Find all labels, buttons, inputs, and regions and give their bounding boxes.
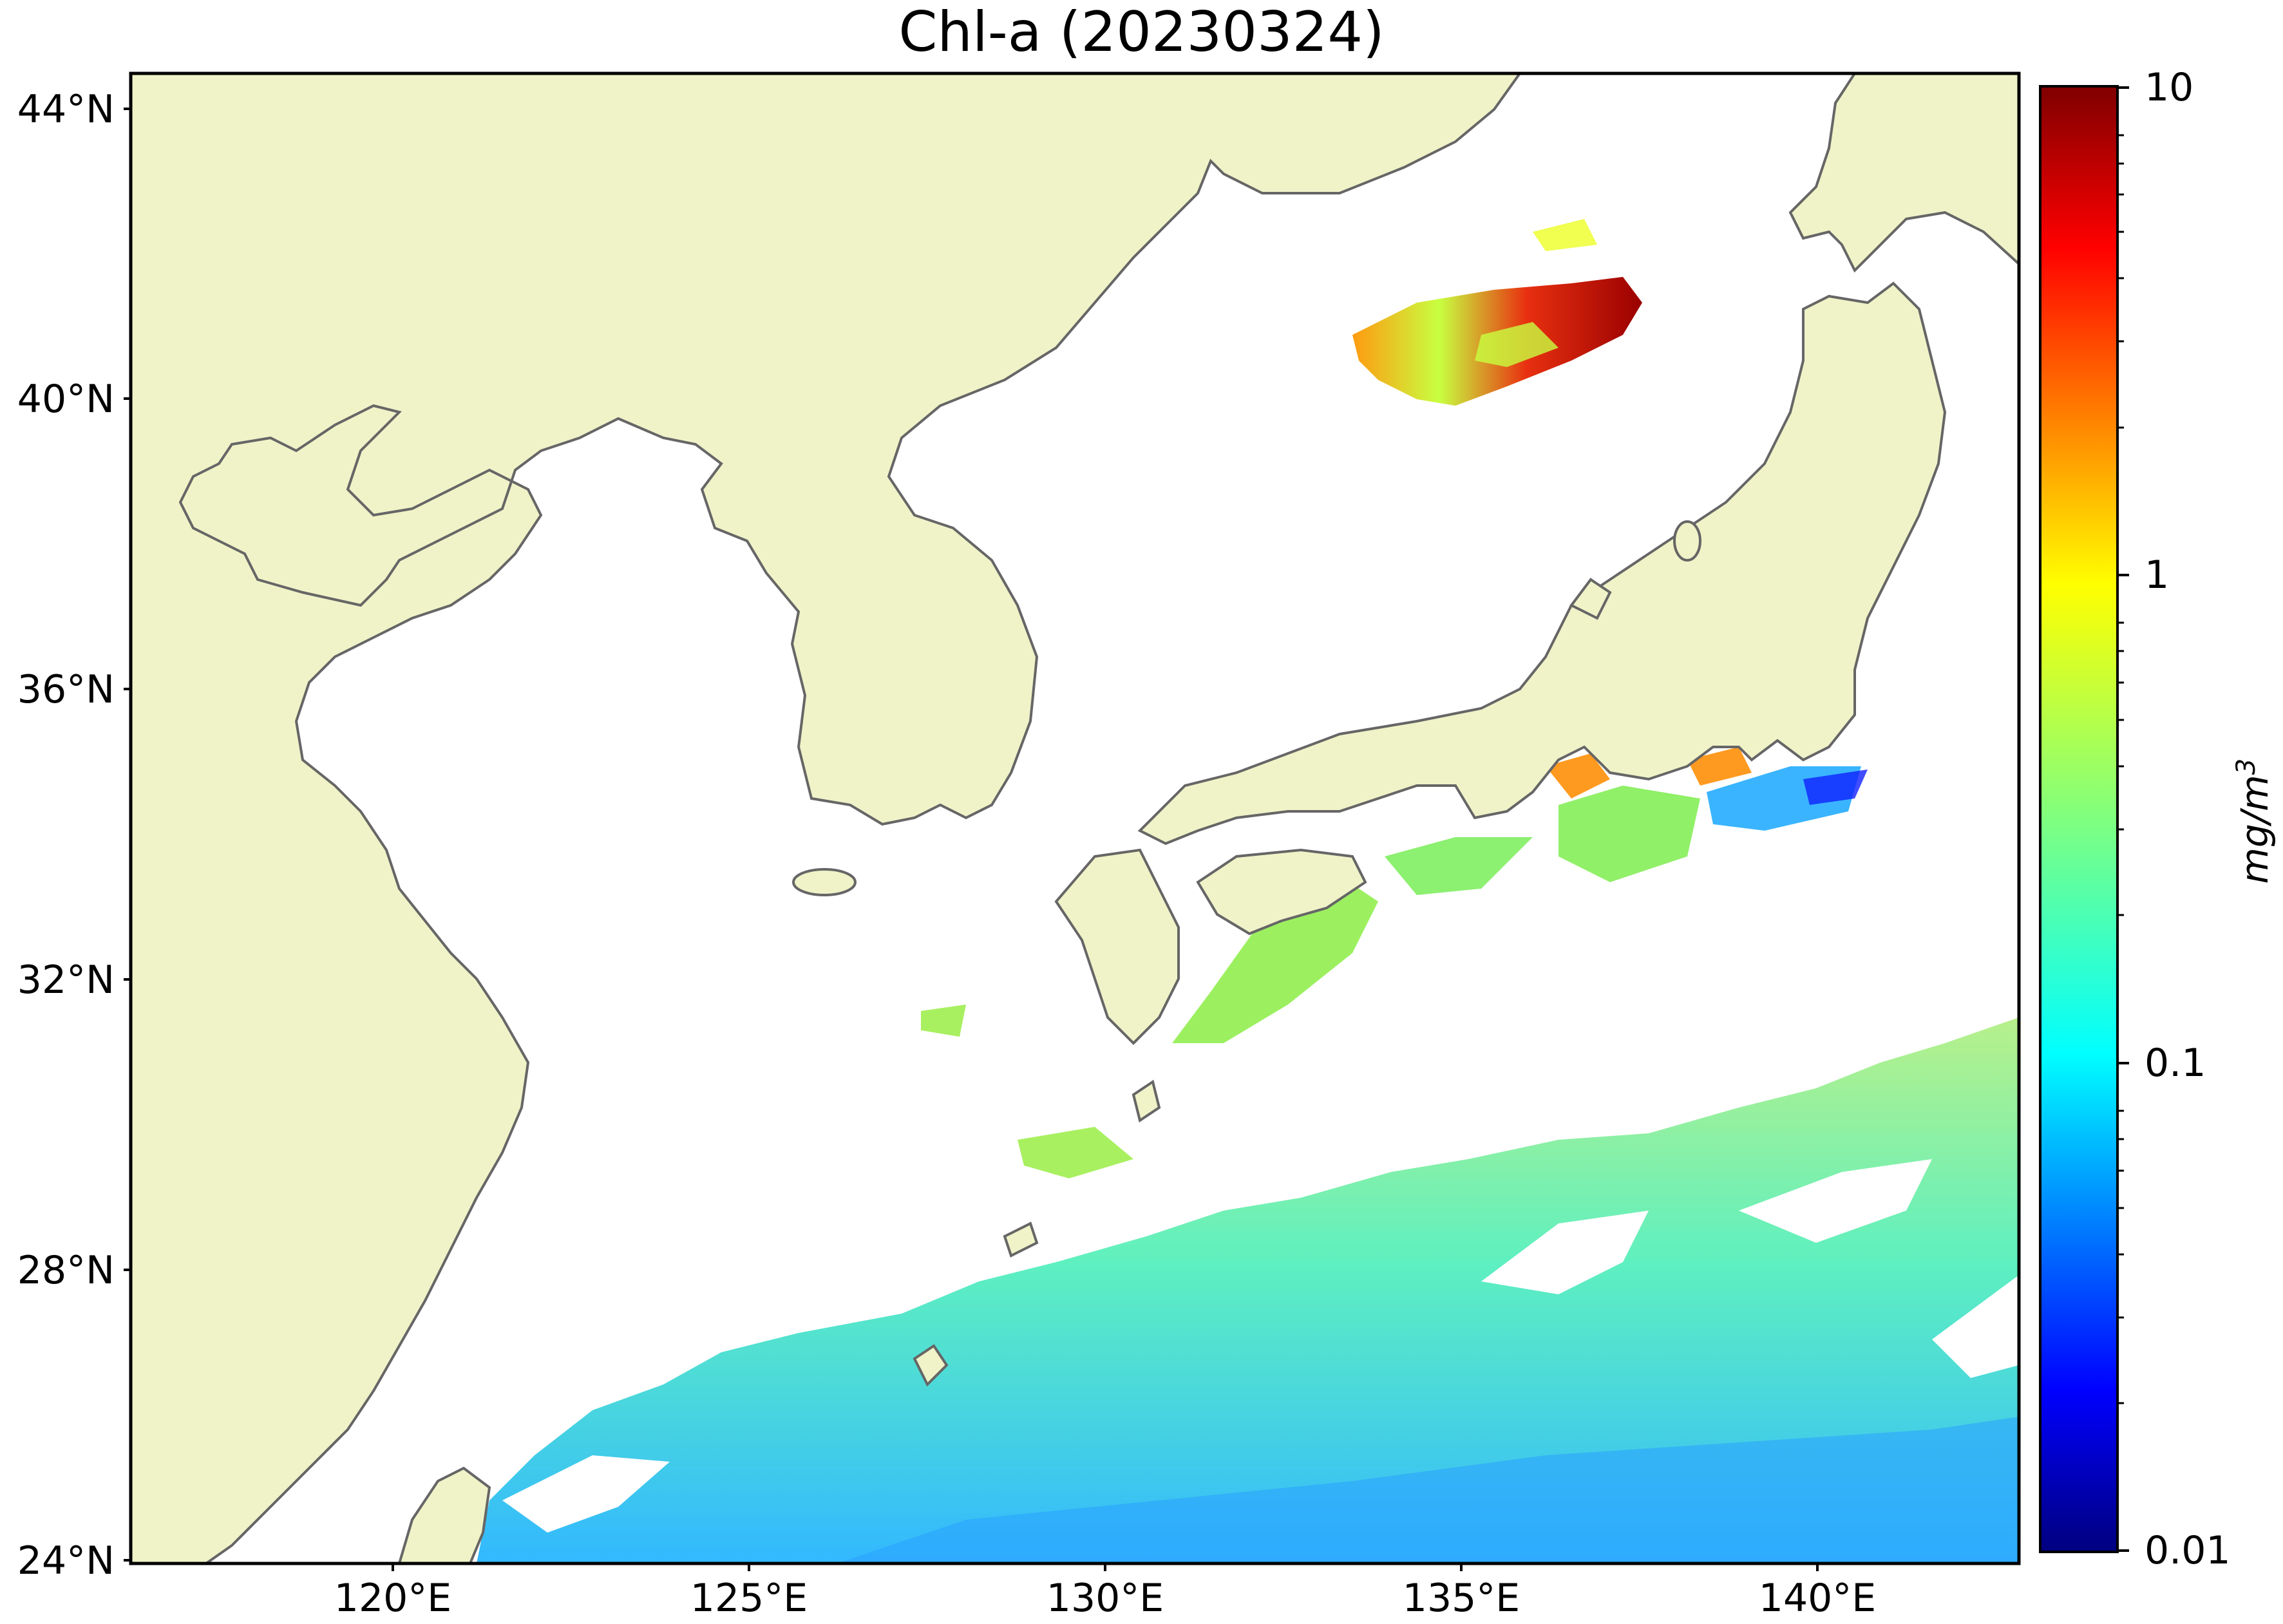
chl-sea-of-japan-green (1475, 322, 1558, 367)
lat-label: 36°N (17, 667, 115, 712)
chl-ise-coast (1546, 753, 1610, 798)
colorbar-frame (2039, 85, 2119, 1553)
chl-kyushu-patch (921, 1005, 966, 1037)
lon-label: 125°E (690, 1576, 808, 1621)
colorbar-unit-label: mg/m3 (2231, 757, 2277, 885)
cloud-gap (1932, 1275, 2019, 1378)
colorbar-tick-label: 0.1 (2145, 1041, 2206, 1086)
land-asian-continent (131, 73, 1522, 1563)
cloud-gap (1481, 1211, 1649, 1294)
lat-label: 24°N (17, 1538, 115, 1583)
land-hokkaido (1788, 73, 2019, 273)
lon-label: 120°E (334, 1576, 452, 1621)
lon-label: 140°E (1758, 1576, 1877, 1621)
land-shikoku (1196, 848, 1367, 936)
land-tanegashima (1132, 1079, 1161, 1123)
lon-label: 135°E (1402, 1576, 1520, 1621)
map-area (131, 73, 2019, 1563)
chl-tokai-patch (1558, 786, 1700, 882)
lat-label: 32°N (17, 958, 115, 1003)
lon-label: 130°E (1046, 1576, 1164, 1621)
chl-sea-of-japan-yellow (1533, 219, 1597, 251)
colorbar-tick-label: 10 (2145, 65, 2194, 110)
land-honshu (1137, 281, 1947, 845)
land-taiwan (397, 1466, 491, 1563)
land-amami (1003, 1222, 1039, 1258)
lat-label: 40°N (17, 377, 115, 422)
chl-shikoku-patch (1172, 876, 1378, 1043)
chl-kii-patch (1385, 837, 1533, 895)
colorbar (2040, 86, 2117, 1552)
cloud-gap (502, 1455, 670, 1533)
lat-label: 44°N (17, 87, 115, 132)
colorbar-major-ticks (2117, 86, 2129, 1552)
lat-label: 28°N (17, 1248, 115, 1293)
land-jeju (792, 868, 857, 896)
land-okinawa (913, 1344, 949, 1387)
chl-boso-blue (1803, 770, 1868, 805)
chl-suruga-coast (1687, 747, 1752, 786)
cloud-gap (1739, 1159, 1932, 1243)
land-kyushu (1054, 848, 1180, 1045)
lon-tick-marks (392, 1563, 1819, 1571)
lat-tick-marks (124, 108, 131, 1562)
chl-pacific-bluepatch (837, 1417, 2019, 1563)
chl-southwest-patch (1018, 1127, 1133, 1178)
colorbar-unit-sup: 3 (2231, 758, 2261, 775)
colorbar-tick-label: 1 (2145, 552, 2170, 598)
chl-pacific-band (477, 1017, 2019, 1563)
land-noto-peninsula (1569, 578, 1612, 620)
colorbar-unit-base: mg/m (2233, 775, 2277, 884)
land-sado (1673, 520, 1701, 562)
colorbar-minor-ticks (2117, 134, 2124, 1404)
map-frame (129, 71, 2021, 1565)
colorbar-tick-label: 0.01 (2145, 1528, 2231, 1573)
map-title: Chl-a (20230324) (898, 0, 1385, 64)
